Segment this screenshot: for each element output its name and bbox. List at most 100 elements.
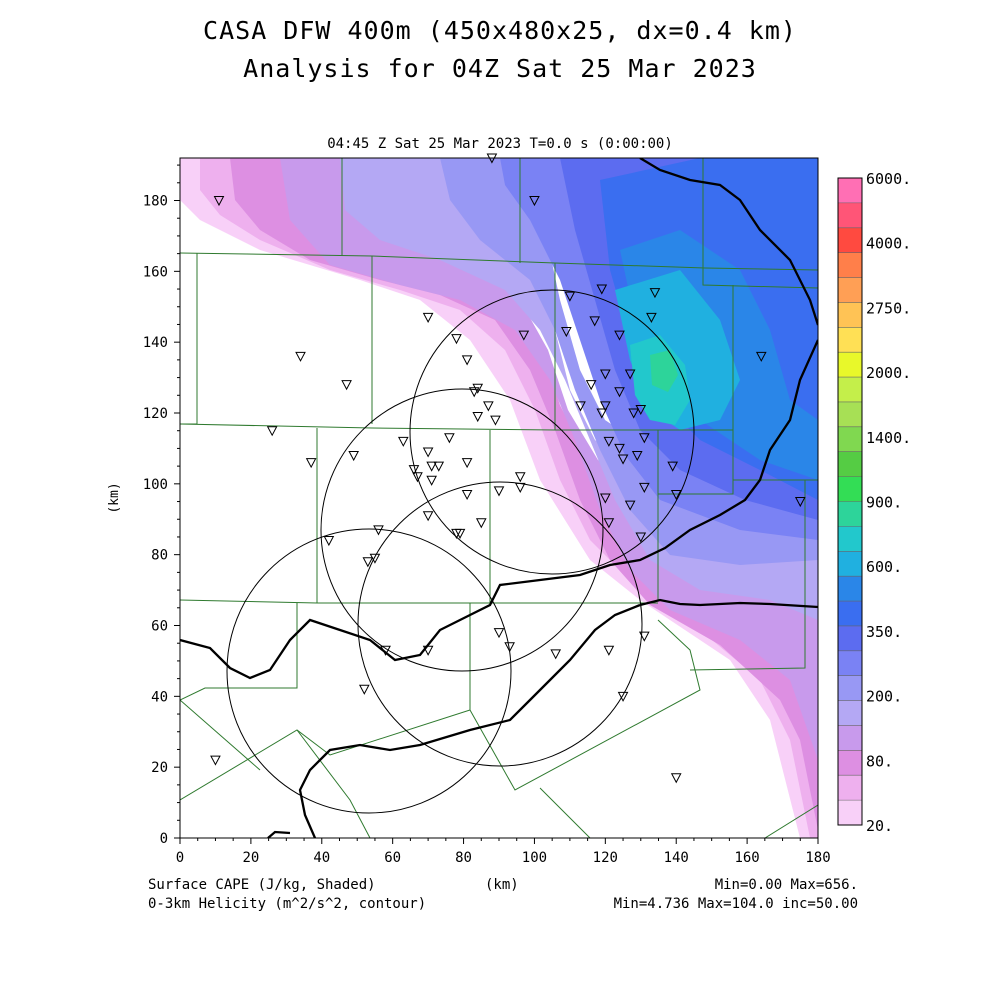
station-marker bbox=[461, 355, 473, 366]
helicity-contours bbox=[226, 289, 695, 814]
y-axis: 0 20 40 60 80 100 120 140 160 180 bbox=[143, 164, 180, 847]
station-marker bbox=[213, 196, 225, 207]
x-tick-label: 80 bbox=[455, 850, 472, 866]
station-marker bbox=[454, 528, 466, 539]
station-marker bbox=[490, 415, 501, 426]
station-marker bbox=[475, 518, 487, 529]
y-tick-label: 80 bbox=[151, 548, 168, 564]
station-marker bbox=[348, 451, 360, 462]
station-marker bbox=[624, 500, 636, 511]
station-marker bbox=[422, 511, 434, 522]
colorbar-swatch bbox=[838, 750, 862, 776]
station-marker bbox=[614, 387, 625, 398]
station-marker bbox=[397, 436, 409, 447]
station-marker bbox=[635, 404, 647, 416]
station-marker bbox=[596, 284, 608, 295]
station-marker bbox=[794, 497, 806, 508]
footer-x-unit: (km) bbox=[485, 877, 519, 893]
station-marker bbox=[564, 291, 576, 302]
x-tick-label: 180 bbox=[805, 850, 830, 866]
station-marker bbox=[422, 645, 434, 656]
colorbar-swatch bbox=[838, 277, 862, 303]
station-marker bbox=[504, 642, 515, 653]
helicity-ring-4 bbox=[226, 528, 512, 814]
station-marker bbox=[514, 472, 526, 483]
station-marker bbox=[493, 628, 505, 639]
colorbar-swatch bbox=[838, 327, 862, 353]
station-marker bbox=[266, 426, 278, 437]
station-marker bbox=[461, 458, 473, 469]
colorbar-swatch bbox=[838, 178, 862, 204]
station-marker bbox=[550, 649, 562, 660]
station-marker bbox=[426, 461, 437, 472]
x-tick-label: 60 bbox=[384, 850, 401, 866]
colorbar-label: 900. bbox=[866, 494, 902, 512]
station-marker bbox=[210, 755, 221, 766]
station-marker bbox=[514, 482, 526, 493]
x-tick-label: 120 bbox=[593, 850, 618, 866]
station-marker bbox=[585, 380, 597, 391]
x-tick-label: 0 bbox=[176, 850, 184, 866]
station-marker bbox=[433, 461, 445, 472]
x-axis: 0 20 40 60 80 100 120 140 160 180 bbox=[176, 838, 831, 866]
station-marker bbox=[628, 408, 640, 419]
colorbar-swatch bbox=[838, 775, 862, 801]
y-tick-label: 40 bbox=[151, 689, 168, 705]
station-marker bbox=[369, 553, 381, 564]
cape-shading bbox=[180, 158, 818, 838]
station-marker bbox=[670, 489, 682, 501]
cape-colorbar: 6000. 4000. 2750. 2000. 1400. 900. 600. 350. 200… bbox=[837, 170, 911, 835]
footer-left-line1: Surface CAPE (J/kg, Shaded) bbox=[148, 877, 376, 893]
x-tick-label: 160 bbox=[734, 850, 759, 866]
station-marker bbox=[422, 312, 434, 323]
station-marker bbox=[408, 465, 420, 476]
colorbar-swatch bbox=[838, 501, 862, 527]
y-tick-label: 100 bbox=[143, 477, 168, 493]
station-marker bbox=[600, 369, 611, 380]
station-marker bbox=[295, 351, 306, 362]
colorbar-swatch bbox=[838, 800, 862, 826]
colorbar-swatch bbox=[838, 700, 862, 726]
station-marker bbox=[667, 461, 679, 472]
station-marker bbox=[646, 312, 657, 323]
station-marker bbox=[422, 447, 434, 458]
valid-time-subtitle: 04:45 Z Sat 25 Mar 2023 T=0.0 s (0:00:00… bbox=[327, 136, 673, 152]
station-marker bbox=[529, 196, 540, 207]
colorbar-swatch bbox=[838, 377, 862, 403]
station-marker bbox=[600, 401, 611, 412]
x-tick-label: 40 bbox=[313, 850, 330, 866]
station-marker bbox=[305, 458, 317, 469]
station-marker bbox=[373, 525, 384, 536]
station-marker bbox=[483, 401, 494, 412]
county-boundaries bbox=[180, 158, 818, 838]
station-marker bbox=[617, 691, 629, 702]
colorbar-label: 1400. bbox=[866, 429, 911, 447]
station-marker bbox=[323, 536, 335, 547]
station-marker bbox=[575, 401, 586, 412]
x-tick-label: 100 bbox=[522, 850, 547, 866]
station-marker bbox=[614, 443, 625, 454]
station-marker bbox=[755, 351, 767, 362]
station-marker bbox=[670, 773, 682, 784]
station-marker bbox=[518, 330, 530, 341]
station-marker bbox=[380, 645, 391, 656]
station-marker bbox=[603, 645, 615, 656]
station-marker bbox=[468, 387, 480, 398]
colorbar-label: 80. bbox=[866, 752, 893, 770]
station-marker bbox=[638, 631, 650, 642]
station-marker bbox=[638, 433, 650, 444]
y-axis-label: (km) bbox=[107, 482, 122, 513]
colorbar-swatch bbox=[838, 526, 862, 552]
colorbar-swatch bbox=[838, 601, 862, 627]
colorbar-swatch bbox=[838, 551, 862, 577]
y-tick-label: 180 bbox=[143, 194, 168, 210]
y-tick-label: 160 bbox=[143, 264, 168, 280]
station-marker bbox=[451, 334, 462, 345]
station-marker bbox=[426, 475, 437, 486]
x-tick-label: 140 bbox=[664, 850, 689, 866]
colorbar-label: 2000. bbox=[866, 364, 911, 382]
station-marker bbox=[444, 433, 455, 444]
station-marker bbox=[589, 316, 601, 327]
station-marker bbox=[638, 482, 650, 493]
station-marker bbox=[362, 557, 374, 568]
